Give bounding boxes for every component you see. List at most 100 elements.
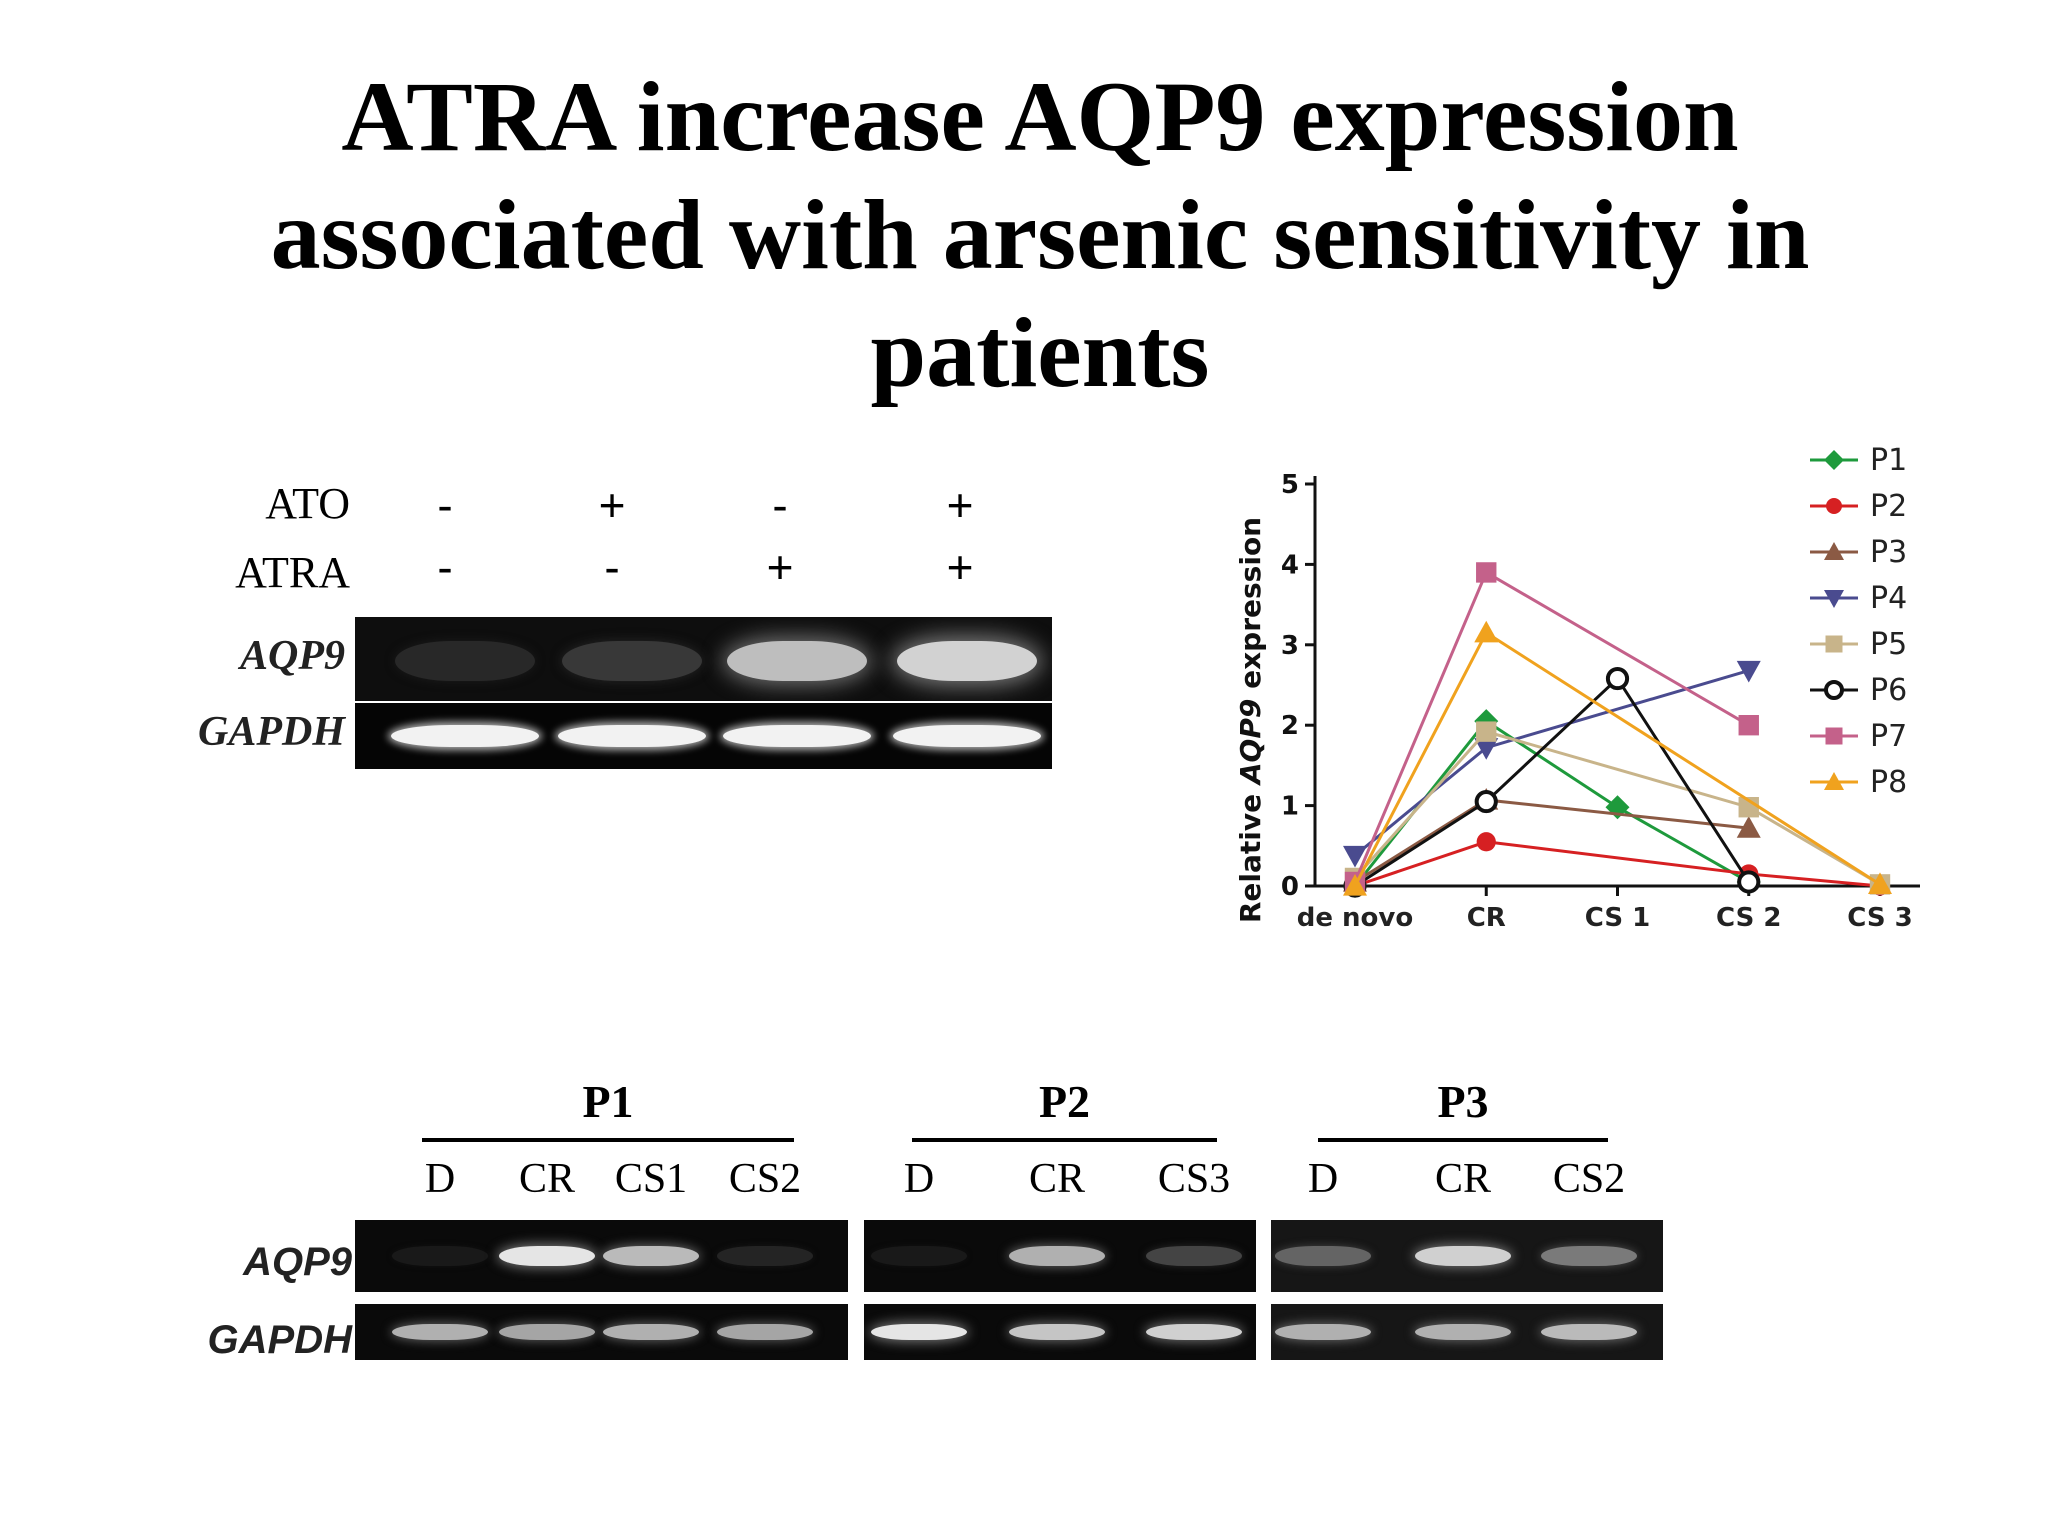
gene-label-aqp9: AQP9 bbox=[243, 1240, 352, 1284]
title-line-3: patients bbox=[870, 297, 1210, 408]
legend-item: P6 bbox=[1810, 673, 1907, 708]
data-point bbox=[1868, 872, 1892, 894]
row-label-atra: ATRA bbox=[235, 548, 350, 597]
group-title-p2: P2 bbox=[1038, 1076, 1091, 1127]
series-p4 bbox=[1343, 660, 1761, 868]
title-line-1: ATRA increase AQP9 expression bbox=[341, 61, 1739, 172]
x-tick-label: CR bbox=[1467, 903, 1506, 933]
aqp9-band bbox=[499, 1246, 595, 1266]
gapdh-band bbox=[1009, 1324, 1105, 1340]
legend-item: P8 bbox=[1810, 765, 1907, 800]
gapdh-band bbox=[499, 1324, 595, 1340]
gapdh-band bbox=[1275, 1324, 1371, 1340]
data-point bbox=[1474, 620, 1499, 643]
group-underline bbox=[1318, 1138, 1608, 1142]
legend-item: P5 bbox=[1810, 627, 1907, 662]
gel-top-aqp9-strip bbox=[355, 617, 1052, 701]
atra-sign: + bbox=[766, 541, 794, 593]
aqp9-band bbox=[1146, 1246, 1242, 1266]
gapdh-band bbox=[558, 725, 706, 747]
gel-p1-aqp9-strip bbox=[355, 1220, 848, 1292]
data-point bbox=[1736, 660, 1761, 683]
atra-sign: + bbox=[946, 541, 974, 593]
series-line bbox=[1354, 676, 1751, 888]
data-point bbox=[1343, 874, 1367, 896]
legend-label: P5 bbox=[1870, 627, 1907, 662]
ato-sign: + bbox=[598, 479, 626, 531]
series-p8 bbox=[1343, 620, 1892, 896]
gapdh-band bbox=[1146, 1324, 1242, 1340]
gapdh-band bbox=[603, 1324, 699, 1340]
data-point bbox=[1824, 450, 1844, 470]
y-tick-label: 3 bbox=[1281, 631, 1299, 661]
aqp9-band bbox=[1541, 1246, 1637, 1266]
slide-title: ATRA increase AQP9 expression associated… bbox=[140, 58, 1940, 412]
aqp9-band bbox=[871, 1246, 967, 1266]
gel-p2-aqp9-strip bbox=[864, 1220, 1256, 1292]
legend-item: P3 bbox=[1810, 535, 1907, 570]
gene-label-gapdh: GAPDH bbox=[207, 1318, 352, 1362]
group-underline bbox=[422, 1138, 794, 1142]
aqp9-band bbox=[717, 1246, 813, 1266]
gene-label-gapdh: GAPDH bbox=[198, 709, 345, 755]
aqp9-band bbox=[603, 1246, 699, 1266]
row-label-ato: ATO bbox=[265, 479, 350, 528]
x-tick-label: CS 1 bbox=[1585, 903, 1650, 933]
lane-label: CS2 bbox=[1552, 1156, 1626, 1202]
atra-sign: - bbox=[604, 541, 620, 593]
series-line bbox=[1354, 840, 1881, 888]
data-point bbox=[1824, 680, 1844, 700]
data-point bbox=[1476, 832, 1496, 852]
data-point bbox=[1343, 845, 1367, 868]
lane-label: D bbox=[1307, 1156, 1339, 1202]
gapdh-band bbox=[871, 1324, 967, 1340]
legend-label: P2 bbox=[1870, 489, 1907, 524]
data-point bbox=[1474, 789, 1498, 814]
data-point bbox=[1474, 738, 1499, 760]
ato-sign: + bbox=[946, 479, 974, 531]
legend-item: P1 bbox=[1810, 443, 1907, 478]
data-point bbox=[1825, 635, 1843, 653]
aqp9-band bbox=[1009, 1246, 1105, 1266]
y-axis-label: Relative AQP9 expression bbox=[1234, 517, 1267, 923]
group-title-p1: P1 bbox=[582, 1076, 634, 1127]
data-point bbox=[1826, 498, 1842, 514]
group-underline bbox=[912, 1138, 1217, 1142]
lane-label: D bbox=[424, 1156, 456, 1202]
gel-p3-aqp9-strip bbox=[1271, 1220, 1663, 1292]
gene-label-aqp9: AQP9 bbox=[240, 633, 345, 679]
x-tick-label: CS 3 bbox=[1847, 903, 1912, 933]
data-point bbox=[1824, 590, 1844, 608]
data-point bbox=[1824, 772, 1844, 790]
ato-sign: - bbox=[772, 479, 788, 531]
lane-label: CS3 bbox=[1157, 1156, 1231, 1202]
lane-label: CS1 bbox=[614, 1156, 688, 1202]
y-tick-label: 2 bbox=[1281, 711, 1299, 741]
lane-label: D bbox=[903, 1156, 935, 1202]
legend-label: P8 bbox=[1870, 765, 1907, 800]
y-tick-label: 4 bbox=[1281, 550, 1299, 580]
aqp9-band bbox=[897, 641, 1037, 681]
legend-label: P3 bbox=[1870, 535, 1907, 570]
x-tick-label: de novo bbox=[1297, 903, 1413, 933]
gapdh-band bbox=[392, 1324, 488, 1340]
group-title-p3: P3 bbox=[1437, 1076, 1489, 1127]
y-tick-label: 5 bbox=[1281, 470, 1299, 500]
data-point bbox=[1476, 562, 1497, 583]
gapdh-band bbox=[717, 1324, 813, 1340]
gel-p2-gapdh-strip bbox=[864, 1304, 1256, 1360]
aqp9-expression-chart: 0 1 2 3 4 5 de novo CR CS 1 CS 2 CS 3 P1 P2 P3 P4 P5 P6… bbox=[1210, 420, 1970, 960]
aqp9-band bbox=[392, 1246, 488, 1266]
aqp9-band bbox=[395, 641, 535, 681]
aqp9-band bbox=[1275, 1246, 1371, 1266]
aqp9-band bbox=[562, 641, 702, 681]
gel-p3-gapdh-strip bbox=[1271, 1304, 1663, 1360]
atra-sign: - bbox=[437, 541, 453, 593]
legend-label: P7 bbox=[1870, 719, 1907, 754]
data-point bbox=[1825, 727, 1843, 745]
data-point bbox=[1738, 715, 1759, 736]
legend-label: P4 bbox=[1870, 581, 1907, 616]
x-tick-label: CS 2 bbox=[1716, 903, 1781, 933]
data-point bbox=[1824, 542, 1844, 560]
legend-item: P2 bbox=[1810, 489, 1907, 524]
